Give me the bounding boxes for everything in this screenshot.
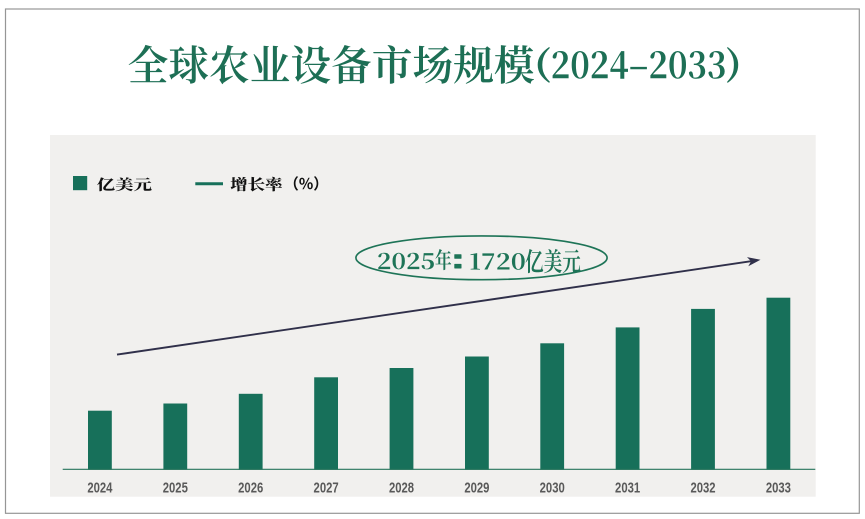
svg-text:2026: 2026 bbox=[238, 481, 263, 497]
svg-text:2032: 2032 bbox=[690, 481, 715, 497]
svg-text:2029: 2029 bbox=[464, 481, 489, 497]
svg-text:2028: 2028 bbox=[389, 481, 414, 497]
svg-text:2030: 2030 bbox=[540, 481, 565, 497]
svg-text:2031: 2031 bbox=[615, 481, 640, 497]
svg-text:2025: 2025 bbox=[163, 481, 188, 497]
svg-text:2033: 2033 bbox=[766, 481, 791, 497]
svg-text:2027: 2027 bbox=[314, 481, 339, 497]
svg-text:2024: 2024 bbox=[87, 481, 113, 497]
